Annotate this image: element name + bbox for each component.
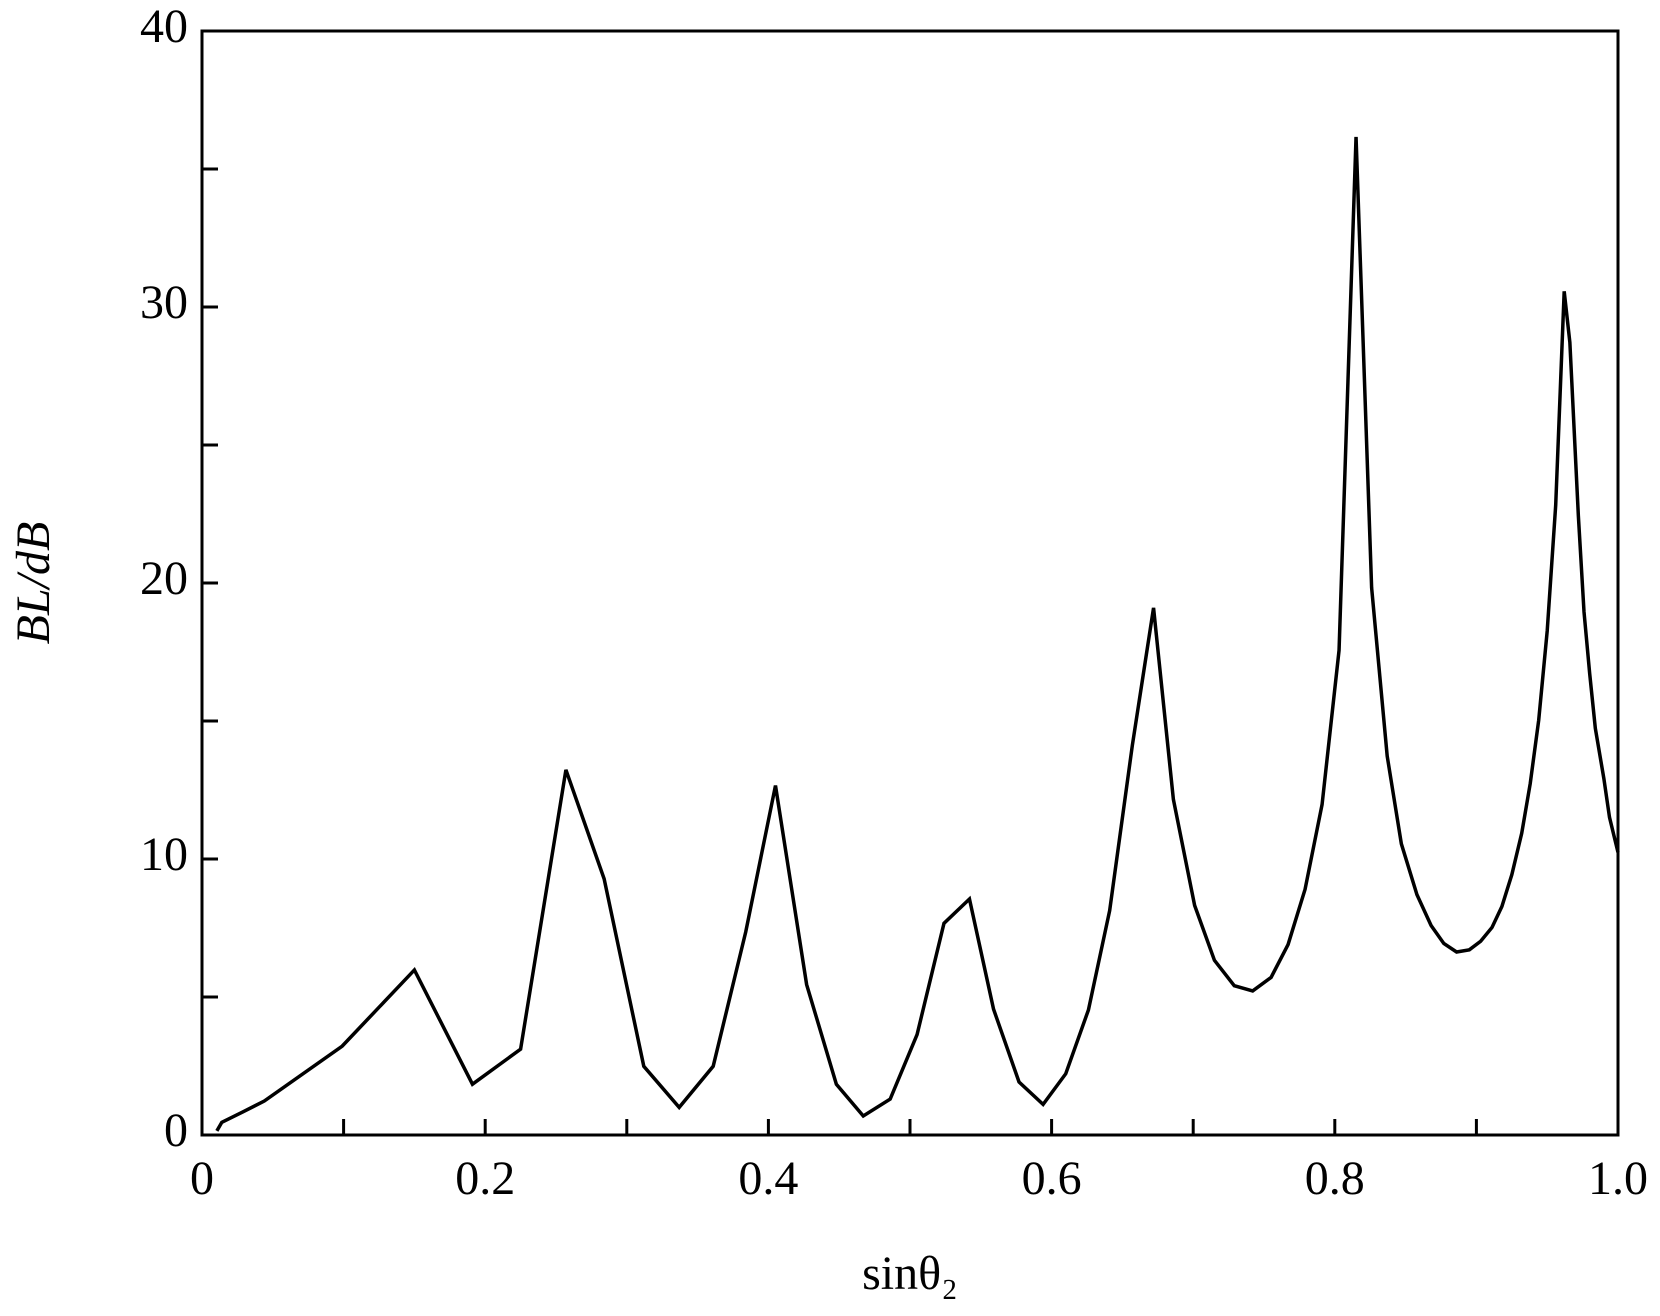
x-tick-label: 1.0 xyxy=(1588,1152,1648,1205)
x-tick-label: 0 xyxy=(190,1152,214,1205)
y-tick-label: 20 xyxy=(140,552,188,605)
y-tick-label: 40 xyxy=(140,0,188,53)
x-tick-label: 0.6 xyxy=(1022,1152,1082,1205)
y-axis-label: BL/dB xyxy=(7,522,60,645)
x-tick-label: 0.4 xyxy=(738,1152,798,1205)
y-tick-label: 10 xyxy=(140,828,188,881)
y-tick-label: 0 xyxy=(164,1104,188,1157)
y-tick-label: 30 xyxy=(140,276,188,329)
x-tick-label: 0.8 xyxy=(1305,1152,1365,1205)
x-axis-label: sinθ₂ xyxy=(862,1247,958,1300)
x-tick-label: 0.2 xyxy=(455,1152,515,1205)
data-line xyxy=(215,136,1620,1132)
